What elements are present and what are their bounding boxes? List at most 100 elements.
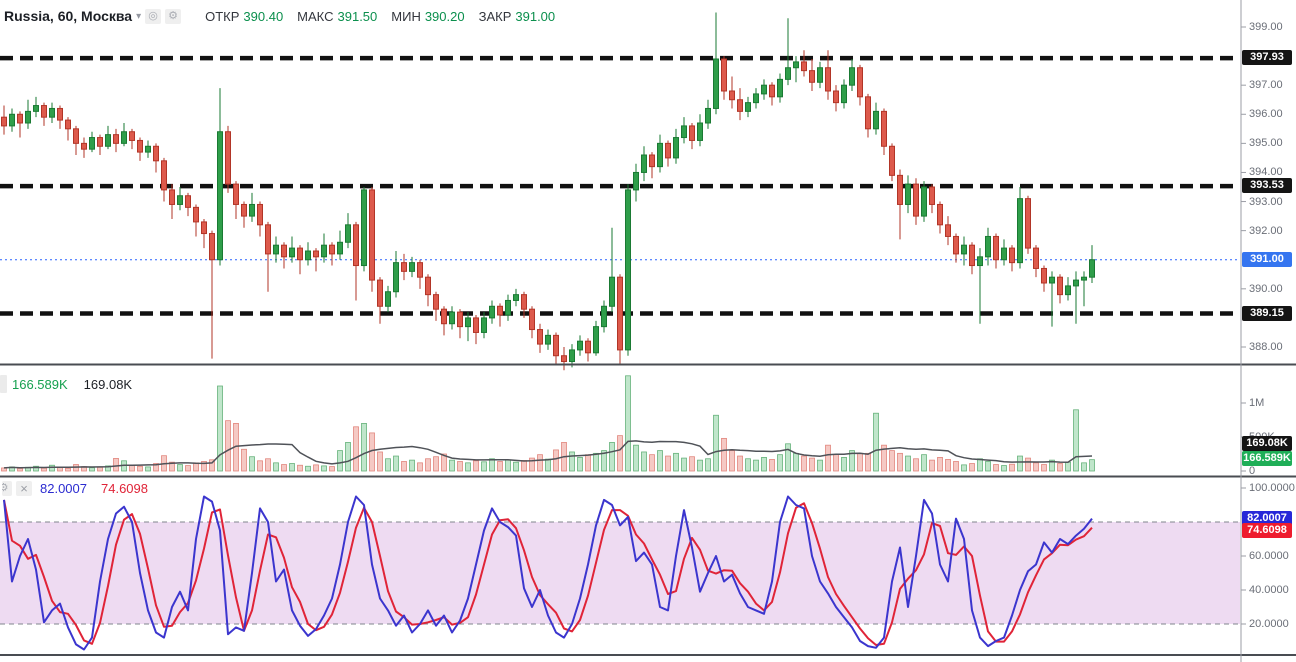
- candle-body: [241, 203, 247, 217]
- volume-bar: [313, 464, 319, 472]
- candle-body: [9, 113, 15, 127]
- volume-bar: [297, 464, 303, 472]
- candle-body: [569, 349, 575, 363]
- volume-bar: [993, 464, 999, 472]
- candle-body: [745, 102, 751, 112]
- axis-tick-label: 40.0000: [1249, 584, 1289, 596]
- volume-bar: [449, 459, 455, 472]
- candle-body: [537, 329, 543, 345]
- gear-icon[interactable]: ⚙: [165, 8, 182, 24]
- candle-body: [929, 186, 935, 205]
- candle-body: [521, 294, 527, 310]
- volume-bar: [1041, 464, 1047, 472]
- stoch-close-icon[interactable]: ×: [16, 481, 32, 496]
- candle-body: [785, 67, 791, 80]
- volume-bar: [745, 458, 751, 472]
- volume-bar: [841, 457, 847, 472]
- candle-body: [49, 107, 55, 118]
- candle-body: [449, 311, 455, 325]
- volume-bar: [609, 442, 615, 472]
- volume-bar: [1073, 409, 1079, 472]
- candle-body: [873, 110, 879, 130]
- candle-body: [369, 189, 375, 281]
- stoch-band: [0, 522, 1240, 624]
- price-level-badge: 389.15: [1242, 305, 1292, 321]
- volume-bar: [737, 455, 743, 472]
- ohlc-item: ЗАКР 391.00: [479, 9, 556, 24]
- volume-bar: [617, 435, 623, 472]
- candle-body: [1049, 276, 1055, 284]
- candle-body: [681, 125, 687, 139]
- volume-bar: [529, 457, 535, 472]
- volume-legend: 166.589K 169.08K: [12, 377, 132, 392]
- volume-bar: [697, 459, 703, 472]
- candle-body: [457, 311, 463, 328]
- candle-body: [345, 224, 351, 243]
- volume-indicator-icon[interactable]: [0, 375, 7, 393]
- volume-bar: [921, 454, 927, 472]
- volume-bar: [977, 458, 983, 472]
- volume-bar: [905, 455, 911, 472]
- volume-bar: [657, 450, 663, 472]
- volume-bar: [785, 443, 791, 472]
- candle-body: [177, 195, 183, 205]
- candle-body: [169, 189, 175, 205]
- volume-bar: [769, 459, 775, 472]
- chevron-down-icon[interactable]: ▾: [136, 10, 142, 22]
- candle-body: [689, 125, 695, 141]
- volume-bar: [1, 467, 7, 472]
- candle-body: [329, 244, 335, 255]
- candle-body: [297, 247, 303, 261]
- ohlc-value: 390.40: [243, 8, 284, 24]
- volume-bar: [585, 454, 591, 472]
- candle-body: [1017, 198, 1023, 264]
- volume-bar: [393, 455, 399, 472]
- volume-bar: [857, 452, 863, 472]
- volume-bar: [105, 465, 111, 472]
- candle-body: [793, 61, 799, 69]
- candle-body: [201, 221, 207, 235]
- candle-body: [665, 142, 671, 159]
- candle-body: [945, 224, 951, 237]
- stoch-gear-icon[interactable]: ⚙: [2, 481, 12, 496]
- volume-bar: [497, 461, 503, 472]
- volume-current-value: 166.589K: [12, 377, 68, 392]
- volume-bar: [961, 464, 967, 472]
- volume-bar: [241, 448, 247, 472]
- volume-current-badge: 166.589K: [1242, 451, 1292, 466]
- axis-tick-label: 394.00: [1249, 166, 1283, 179]
- axis-tick-label: 396.00: [1249, 108, 1283, 121]
- candle-body: [609, 276, 615, 307]
- candle-body: [481, 317, 487, 333]
- candle-body: [673, 137, 679, 159]
- volume-bar: [953, 461, 959, 472]
- volume-bar: [713, 414, 719, 472]
- candle-body: [1033, 247, 1039, 269]
- candle-body: [1089, 259, 1095, 278]
- candle-body: [385, 291, 391, 307]
- eye-icon[interactable]: ◎: [145, 8, 162, 24]
- candle-body: [489, 305, 495, 319]
- stoch-d-value: 74.6098: [101, 481, 148, 496]
- volume-bar: [881, 444, 887, 472]
- volume-bar: [201, 461, 207, 472]
- candle-body: [217, 131, 223, 261]
- candle-body: [881, 110, 887, 147]
- volume-bar: [1089, 459, 1095, 472]
- candle-body: [185, 195, 191, 208]
- candle-body: [129, 131, 135, 141]
- candle-body: [433, 294, 439, 310]
- ohlc-label: ЗАКР: [478, 8, 512, 24]
- candle-body: [641, 154, 647, 173]
- candle-body: [657, 142, 663, 168]
- symbol-title[interactable]: Russia, 60, Москва: [4, 8, 133, 24]
- ohlc-value: 391.50: [337, 8, 378, 24]
- ohlc-values: ОТКР 390.40 МАКС 391.50 МИН 390.20 ЗАКР 391.00: [205, 9, 569, 24]
- candle-body: [721, 58, 727, 92]
- candle-body: [601, 305, 607, 328]
- volume-bar: [553, 449, 559, 472]
- candle-body: [209, 233, 215, 261]
- candle-body: [73, 128, 79, 144]
- volume-bar: [257, 460, 263, 472]
